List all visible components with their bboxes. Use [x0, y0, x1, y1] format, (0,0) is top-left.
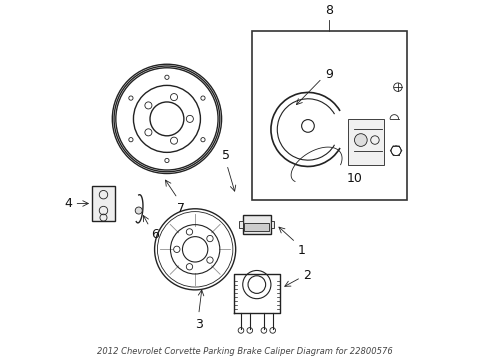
Text: 2: 2 — [302, 269, 310, 282]
Bar — [270, 221, 274, 228]
Text: 3: 3 — [194, 318, 202, 331]
Text: 8: 8 — [325, 4, 332, 17]
Bar — [251, 31, 406, 200]
Text: 10: 10 — [346, 172, 362, 185]
Bar — [92, 186, 115, 221]
Text: 9: 9 — [325, 68, 333, 81]
Text: 4: 4 — [64, 197, 73, 210]
Text: 1: 1 — [297, 244, 305, 257]
Text: 6: 6 — [151, 228, 159, 241]
Bar — [239, 221, 242, 228]
Bar — [242, 215, 270, 234]
Circle shape — [135, 207, 142, 214]
Bar — [244, 223, 268, 231]
Circle shape — [354, 134, 366, 147]
Text: 5: 5 — [222, 149, 229, 162]
Bar — [348, 119, 383, 165]
Text: 2012 Chevrolet Corvette Parking Brake Caliper Diagram for 22800576: 2012 Chevrolet Corvette Parking Brake Ca… — [97, 347, 391, 356]
Text: 7: 7 — [177, 202, 184, 215]
